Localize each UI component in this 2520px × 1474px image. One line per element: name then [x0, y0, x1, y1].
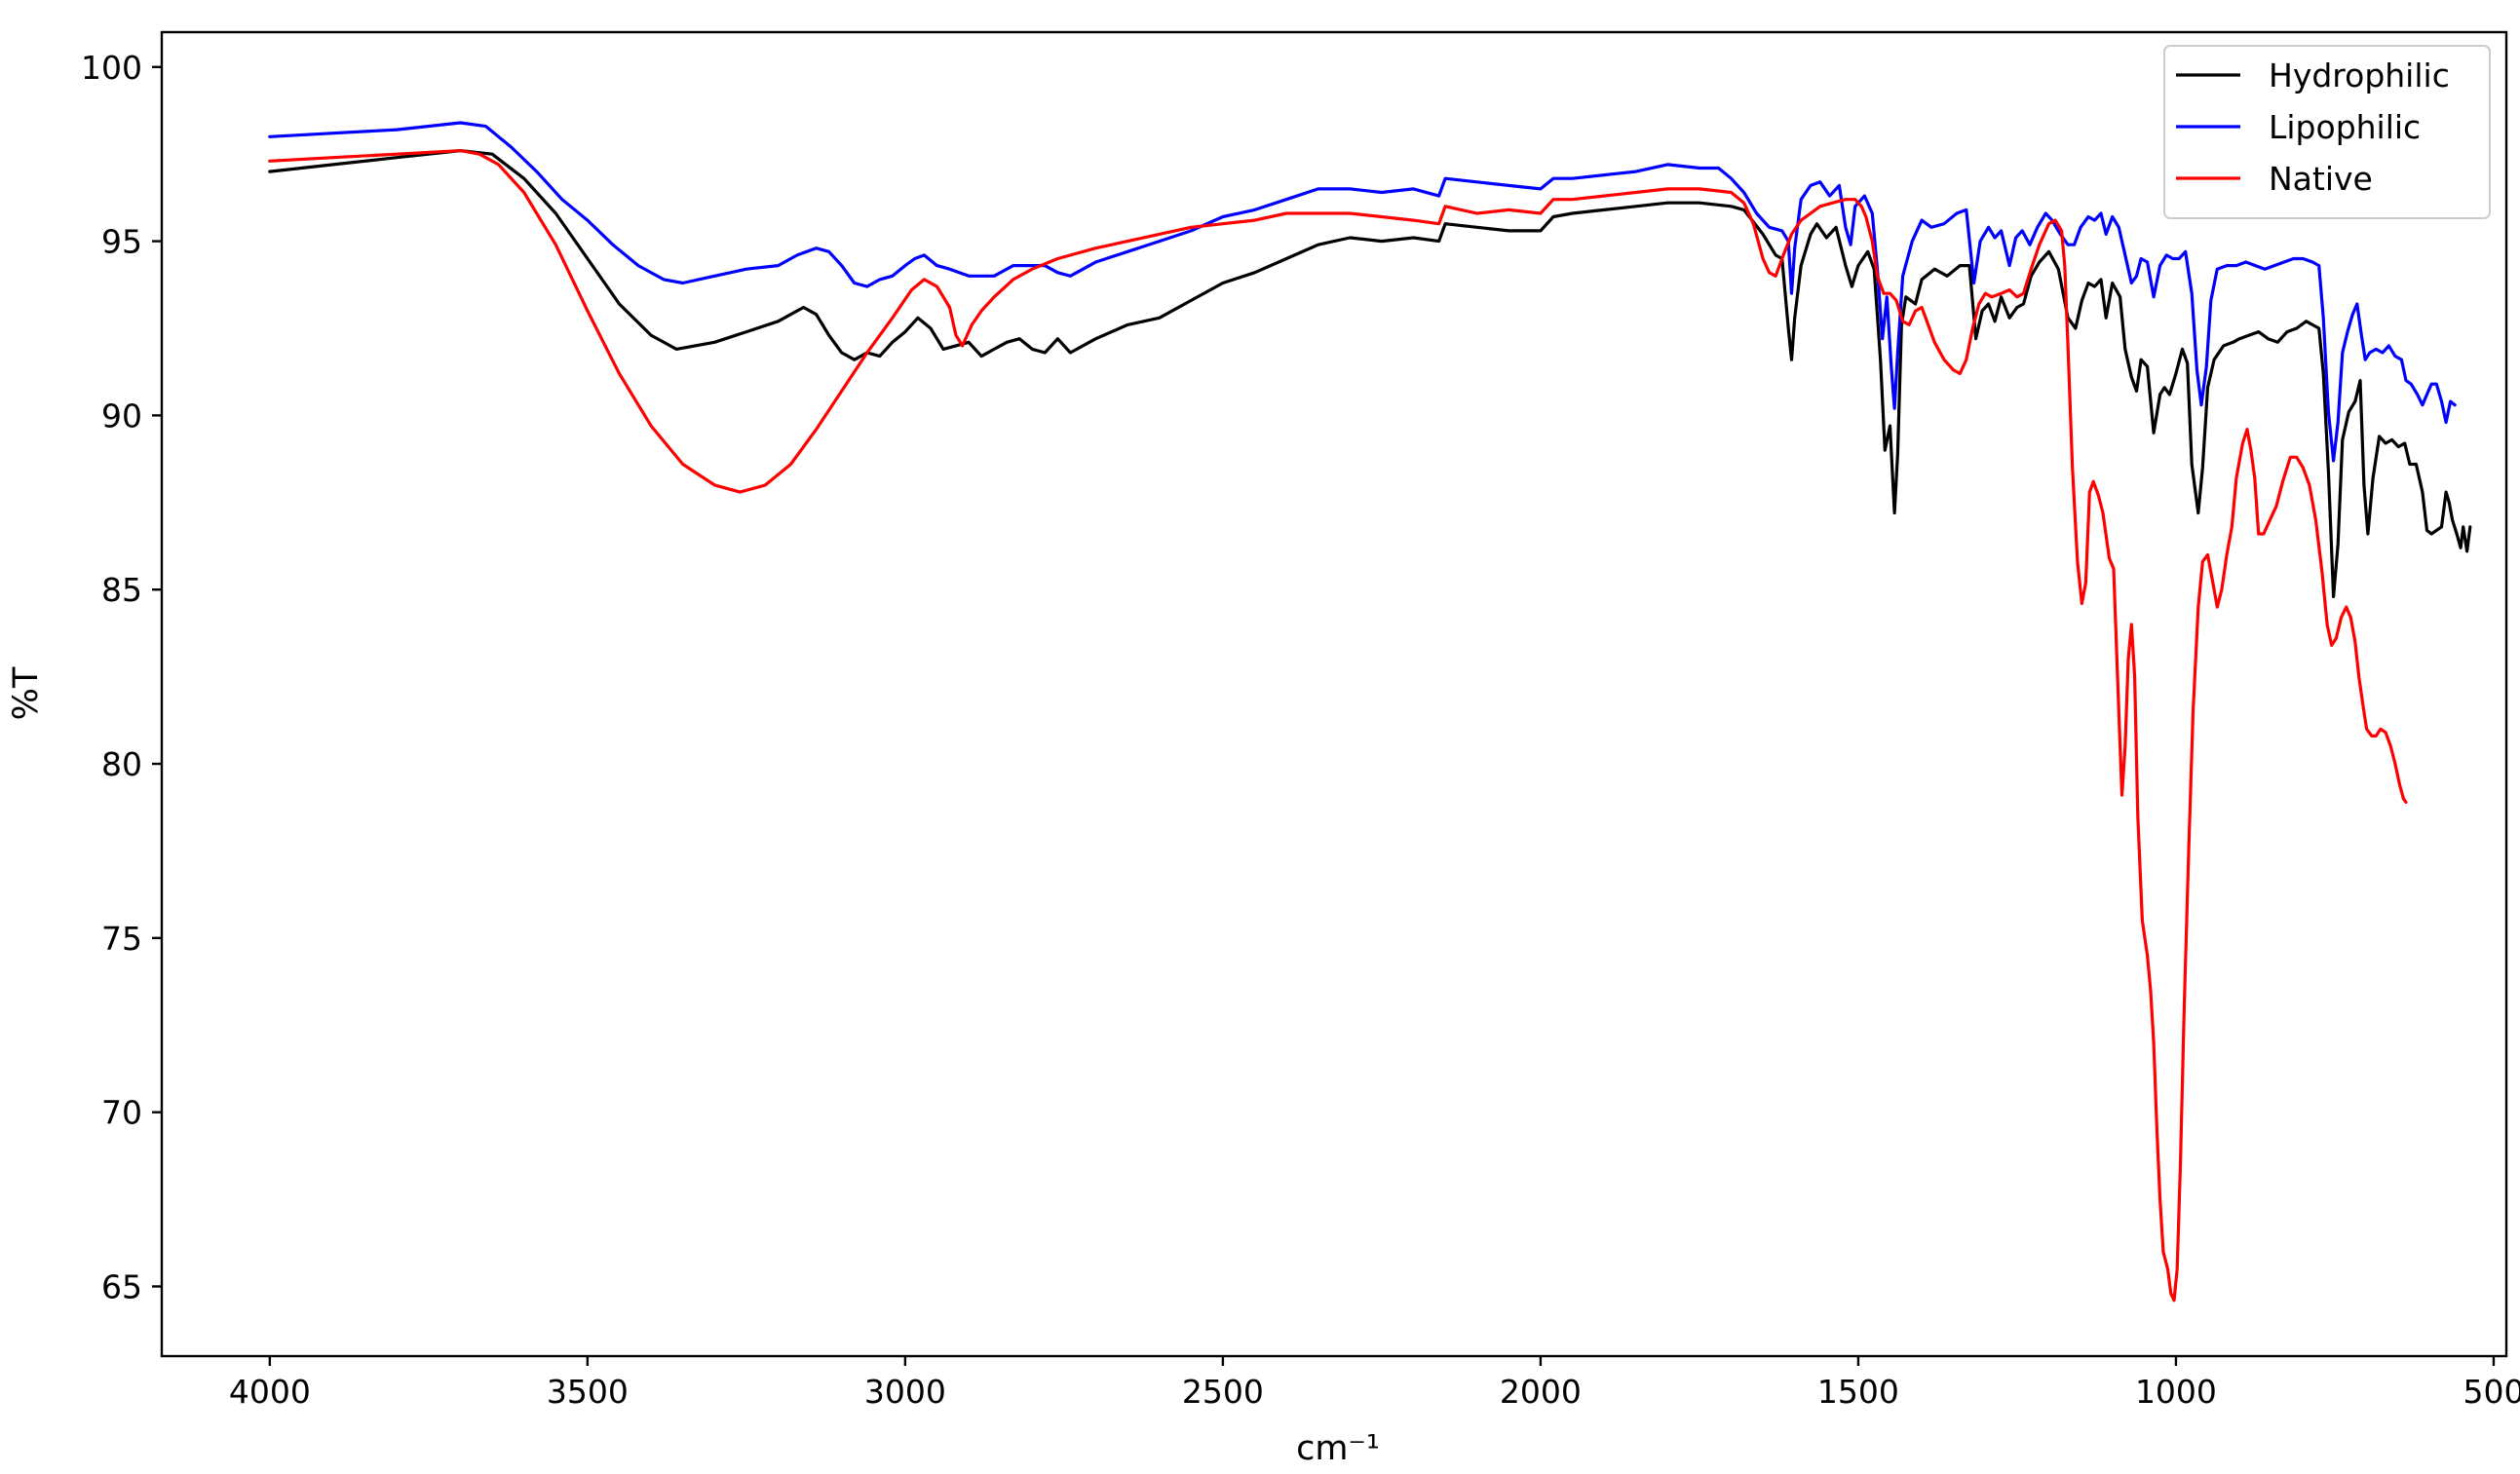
legend-label-lipophilic: Lipophilic — [2269, 108, 2421, 146]
x-tick-label: 3000 — [864, 1373, 946, 1411]
series-line-native — [268, 149, 2408, 1303]
legend-box — [2163, 45, 2491, 219]
y-axis-label: %T — [7, 666, 46, 720]
series-layer — [268, 121, 2472, 1303]
y-tick-label: 65 — [101, 1267, 142, 1305]
x-tick-label: 3500 — [547, 1373, 629, 1411]
y-tick-label: 75 — [101, 920, 142, 958]
y-tick-label: 85 — [101, 571, 142, 609]
x-tick-label: 500 — [2463, 1373, 2520, 1411]
x-axis-label: cm⁻¹ — [1296, 1429, 1380, 1468]
plot-frame — [160, 30, 2508, 1358]
series-line-hydrophilic — [268, 149, 2472, 598]
legend: Hydrophilic Lipophilic Native — [2163, 45, 2491, 219]
x-tick-label: 1000 — [2135, 1373, 2217, 1411]
x-tick-label: 4000 — [229, 1373, 311, 1411]
x-tick-label: 2500 — [1182, 1373, 1264, 1411]
x-tick-label: 2000 — [1500, 1373, 1582, 1411]
y-tick-label: 95 — [101, 223, 142, 261]
axes-layer: 4000 3500 3000 2500 2000 1500 1000 500 65 70 75 80 8… — [81, 30, 2520, 1411]
y-tick-label: 70 — [101, 1094, 142, 1132]
legend-label-native: Native — [2269, 160, 2373, 198]
legend-label-hydrophilic: Hydrophilic — [2269, 57, 2450, 94]
y-tick-label: 100 — [81, 49, 142, 87]
y-tick-label: 90 — [101, 397, 142, 435]
y-tick-label: 80 — [101, 745, 142, 783]
x-tick-label: 1500 — [1817, 1373, 1899, 1411]
